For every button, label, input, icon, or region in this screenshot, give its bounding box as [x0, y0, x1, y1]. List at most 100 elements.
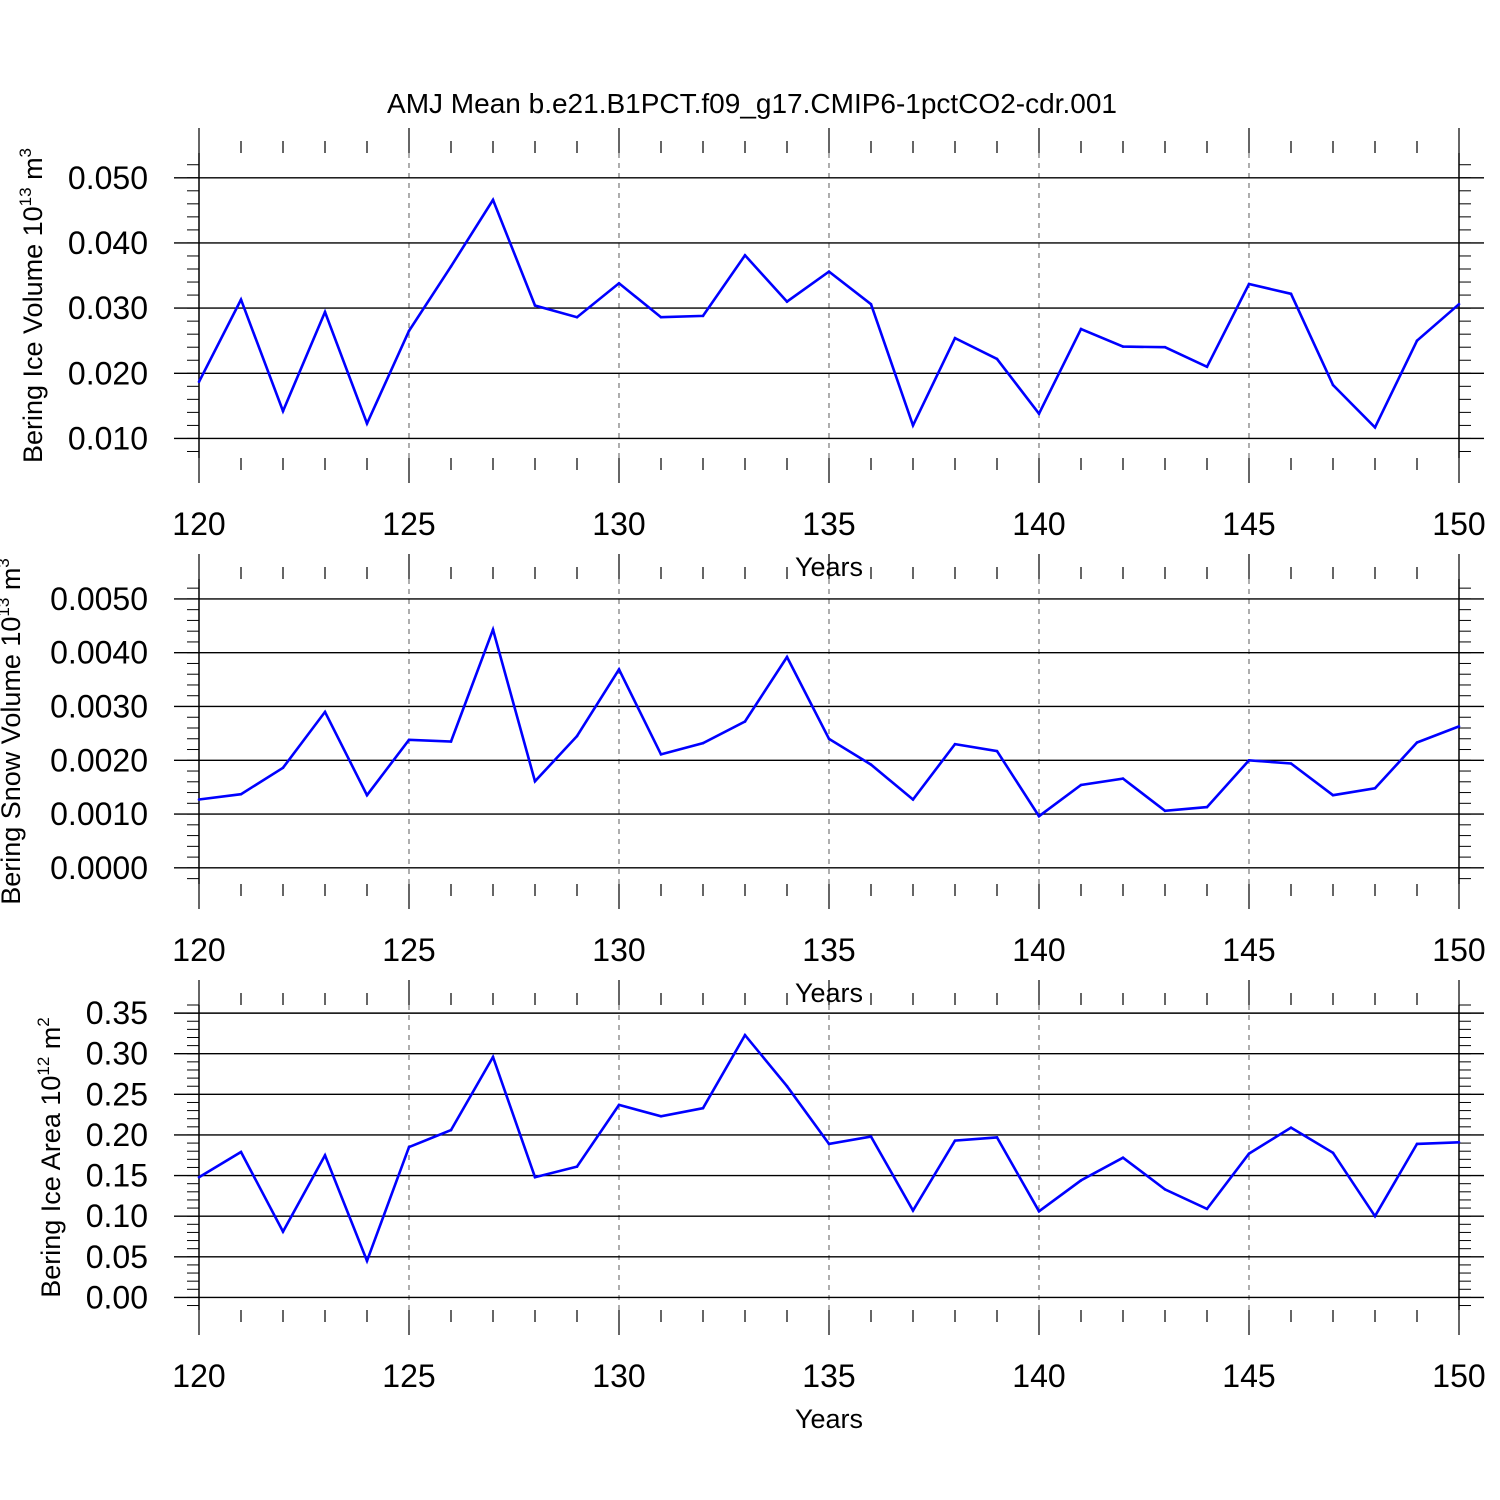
data-point [659, 753, 663, 756]
data-point [1121, 777, 1125, 780]
x-tick-label: 140 [1012, 1358, 1065, 1394]
data-point [1457, 725, 1461, 728]
y-axis-title: Bering Ice Volume 1013 m3 [16, 148, 48, 463]
x-tick-label: 150 [1432, 1358, 1485, 1394]
chart-panel-2: 0.0000 0.0010 0.0020 0.0030 0.0040 0.0050 120 1… [0, 554, 1486, 1008]
y-tick-label: 0.020 [68, 355, 148, 391]
data-point [1415, 741, 1419, 744]
x-tick-label: 145 [1222, 506, 1275, 542]
y-tick-label: 0.10 [86, 1198, 148, 1234]
data-point [869, 1135, 873, 1138]
data-point [1373, 1214, 1377, 1218]
data-point [953, 742, 957, 746]
x-tick-label: 140 [1012, 506, 1065, 542]
y-axis-title-exponent: 13 [0, 598, 13, 617]
y-axis-title-unit-exponent: 3 [0, 558, 13, 567]
y-tick-label: 0.0010 [50, 796, 148, 832]
y-axis-title-text: Bering Snow Volume 10 [0, 617, 26, 905]
data-point [365, 422, 369, 425]
data-point [1373, 426, 1377, 429]
data-point [239, 792, 243, 796]
x-tick-label: 130 [592, 932, 645, 968]
data-point [1373, 786, 1377, 790]
data-point [911, 1209, 915, 1212]
y-axis-title-unit: m [18, 157, 48, 187]
data-point [743, 1033, 747, 1037]
data-point [491, 198, 495, 202]
data-point [1457, 1140, 1461, 1144]
data-point [785, 1084, 789, 1088]
data-point [281, 1230, 285, 1233]
y-tick-label: 0.0020 [50, 742, 148, 778]
data-point [1457, 302, 1461, 306]
data-point [617, 1103, 621, 1107]
data-point [1289, 1126, 1293, 1129]
x-tick-label: 120 [172, 932, 225, 968]
data-point [407, 329, 411, 333]
data-point [575, 1165, 579, 1168]
data-point [1205, 365, 1209, 369]
data-point [827, 1142, 831, 1146]
y-tick-label: 0.35 [86, 995, 148, 1031]
data-point [1415, 339, 1419, 342]
x-tick-label: 140 [1012, 932, 1065, 968]
y-tick-label: 0.0040 [50, 635, 148, 671]
data-point [1037, 1210, 1041, 1213]
figure-title: AMJ Mean b.e21.B1PCT.f09_g17.CMIP6-1pctC… [387, 88, 1117, 119]
data-point [911, 798, 915, 801]
data-point [407, 1145, 411, 1149]
chart-panel-1: 0.010 0.020 0.030 0.040 0.050 120 125 130 135 140… [16, 128, 1486, 582]
data-point [575, 734, 579, 738]
data-point [1163, 345, 1167, 349]
data-point [449, 265, 453, 268]
data-point [659, 315, 663, 319]
data-point [1247, 282, 1251, 286]
data-point [1079, 1179, 1083, 1182]
y-tick-label: 0.0030 [50, 688, 148, 724]
x-tick-label: 135 [802, 1358, 855, 1394]
data-point [491, 1055, 495, 1059]
data-point [785, 300, 789, 303]
data-point [1121, 345, 1125, 348]
y-tick-label: 0.040 [68, 225, 148, 261]
data-point [995, 357, 999, 361]
data-point [1079, 783, 1083, 787]
data-point [365, 1259, 369, 1263]
data-point [197, 1175, 201, 1179]
data-point [827, 737, 831, 741]
x-tick-label: 125 [382, 932, 435, 968]
data-point [449, 740, 453, 743]
data-point [281, 766, 285, 770]
data-point [239, 1150, 243, 1154]
x-tick-label: 145 [1222, 1358, 1275, 1394]
data-point [197, 798, 201, 801]
data-point [1163, 809, 1167, 813]
y-tick-label: 0.15 [86, 1158, 148, 1194]
y-tick-label: 0.0000 [50, 850, 148, 886]
y-axis-title: Bering Snow Volume 1013 m3 [0, 558, 26, 905]
y-axis-title-unit: m [36, 1027, 66, 1057]
chart-panel-3: 0.00 0.05 0.10 0.15 0.20 0.25 0.30 0.35 120 125 13… [34, 980, 1486, 1434]
data-point [1163, 1188, 1167, 1191]
data-point [575, 315, 579, 319]
data-point [1079, 327, 1083, 331]
x-tick-label: 130 [592, 506, 645, 542]
y-axis-title-unit-exponent: 2 [34, 1017, 53, 1026]
x-tick-label: 150 [1432, 506, 1485, 542]
data-point [407, 738, 411, 742]
y-axis-title-exponent: 12 [34, 1057, 53, 1076]
y-tick-label: 0.25 [86, 1076, 148, 1112]
data-point [1331, 793, 1335, 797]
x-tick-label: 135 [802, 932, 855, 968]
data-point [533, 1175, 537, 1179]
x-tick-label: 125 [382, 1358, 435, 1394]
data-point [701, 741, 705, 745]
y-axis-title-exponent: 13 [16, 187, 35, 206]
y-axis-title-unit-exponent: 3 [16, 148, 35, 157]
y-tick-label: 0.030 [68, 290, 148, 326]
x-tick-label: 135 [802, 506, 855, 542]
data-point [953, 336, 957, 340]
data-point [659, 1114, 663, 1118]
x-tick-label: 130 [592, 1358, 645, 1394]
